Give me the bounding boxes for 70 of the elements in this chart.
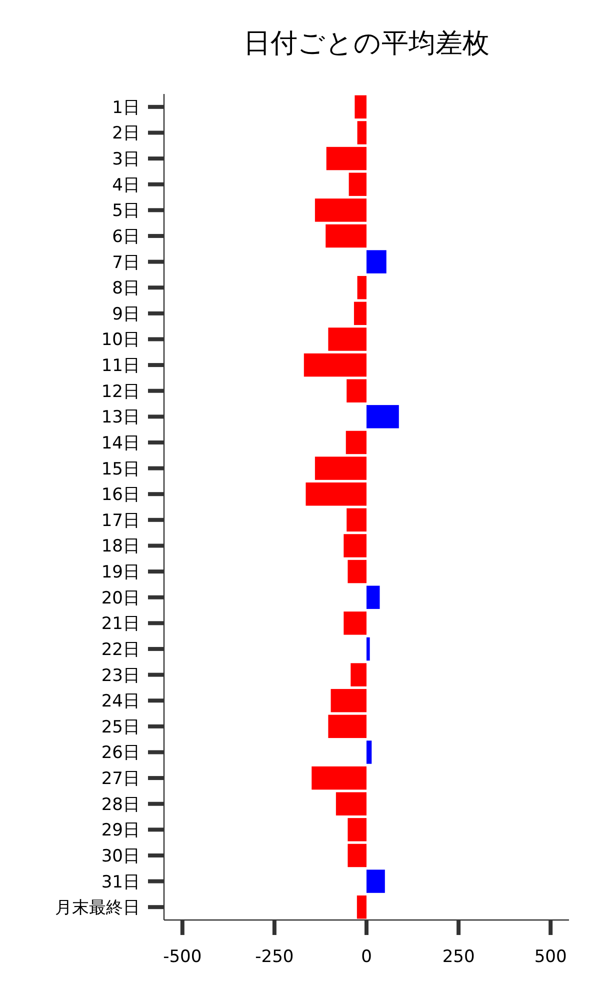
bar	[350, 663, 366, 686]
bar	[328, 714, 366, 738]
bar	[326, 146, 366, 170]
bar	[326, 224, 366, 248]
bar	[306, 482, 366, 506]
y-tick-label: 22日	[101, 640, 140, 660]
bar	[354, 95, 366, 119]
bar	[366, 740, 372, 764]
y-tick-label: 26日	[101, 743, 140, 764]
bar	[314, 198, 366, 222]
y-tick-label: 18日	[101, 536, 140, 557]
y-tick-label: 24日	[101, 692, 140, 712]
y-tick-label: 14日	[101, 433, 140, 454]
y-tick-label: 15日	[101, 459, 140, 480]
y-tick-label: 23日	[101, 666, 140, 686]
y-tick-label: 19日	[101, 562, 140, 583]
x-tick-label: 0	[361, 947, 372, 967]
y-tick-label: 31日	[101, 872, 140, 892]
bar	[348, 172, 366, 196]
bar	[344, 612, 366, 635]
bar	[346, 430, 366, 454]
bar	[366, 870, 385, 893]
bar	[328, 328, 366, 351]
y-tick-label: 21日	[101, 614, 140, 634]
y-tick-label: 2日	[112, 124, 140, 144]
y-tick-label: 7日	[112, 252, 140, 273]
bar	[330, 688, 366, 712]
x-tick-label: 250	[442, 947, 475, 967]
y-tick-label: 8日	[112, 278, 140, 299]
bar	[366, 586, 380, 609]
bar	[348, 844, 366, 868]
y-tick-label: 4日	[112, 175, 140, 196]
bar	[366, 637, 370, 661]
bar	[312, 766, 366, 790]
y-tick-label: 6日	[112, 226, 140, 247]
y-tick-label: 27日	[101, 769, 140, 790]
bar	[357, 276, 366, 300]
y-tick-label: 9日	[112, 304, 140, 324]
bar	[366, 405, 399, 428]
y-tick-label: 3日	[112, 150, 140, 170]
bar	[348, 818, 366, 842]
y-tick-label: 20日	[101, 588, 140, 608]
y-tick-label: 11日	[101, 356, 140, 376]
y-tick-label: 28日	[101, 794, 140, 815]
bar	[336, 792, 366, 816]
bar	[354, 302, 366, 326]
y-tick-label: 10日	[101, 330, 140, 350]
bar	[314, 456, 366, 480]
chart-title: 日付ごとの平均差枚	[244, 28, 490, 59]
y-tick-label: 29日	[101, 820, 140, 841]
y-tick-label: 月末最終日	[55, 898, 140, 918]
bar	[346, 379, 366, 402]
bar	[344, 534, 366, 558]
bar	[304, 353, 366, 377]
x-tick-label: -500	[163, 947, 202, 967]
bar	[366, 250, 386, 274]
y-tick-label: 5日	[112, 201, 140, 222]
y-tick-label: 1日	[112, 98, 140, 118]
y-tick-label: 16日	[101, 485, 140, 506]
x-tick-label: 500	[534, 947, 567, 967]
bar	[356, 895, 366, 919]
y-tick-label: 25日	[101, 717, 140, 738]
x-tick-label: -250	[255, 947, 294, 967]
y-tick-label: 12日	[101, 382, 140, 402]
y-tick-label: 17日	[101, 510, 140, 531]
bar	[348, 560, 366, 584]
y-tick-label: 13日	[101, 408, 140, 428]
y-tick-label: 30日	[101, 846, 140, 866]
bar	[346, 508, 366, 532]
bar	[357, 121, 366, 144]
